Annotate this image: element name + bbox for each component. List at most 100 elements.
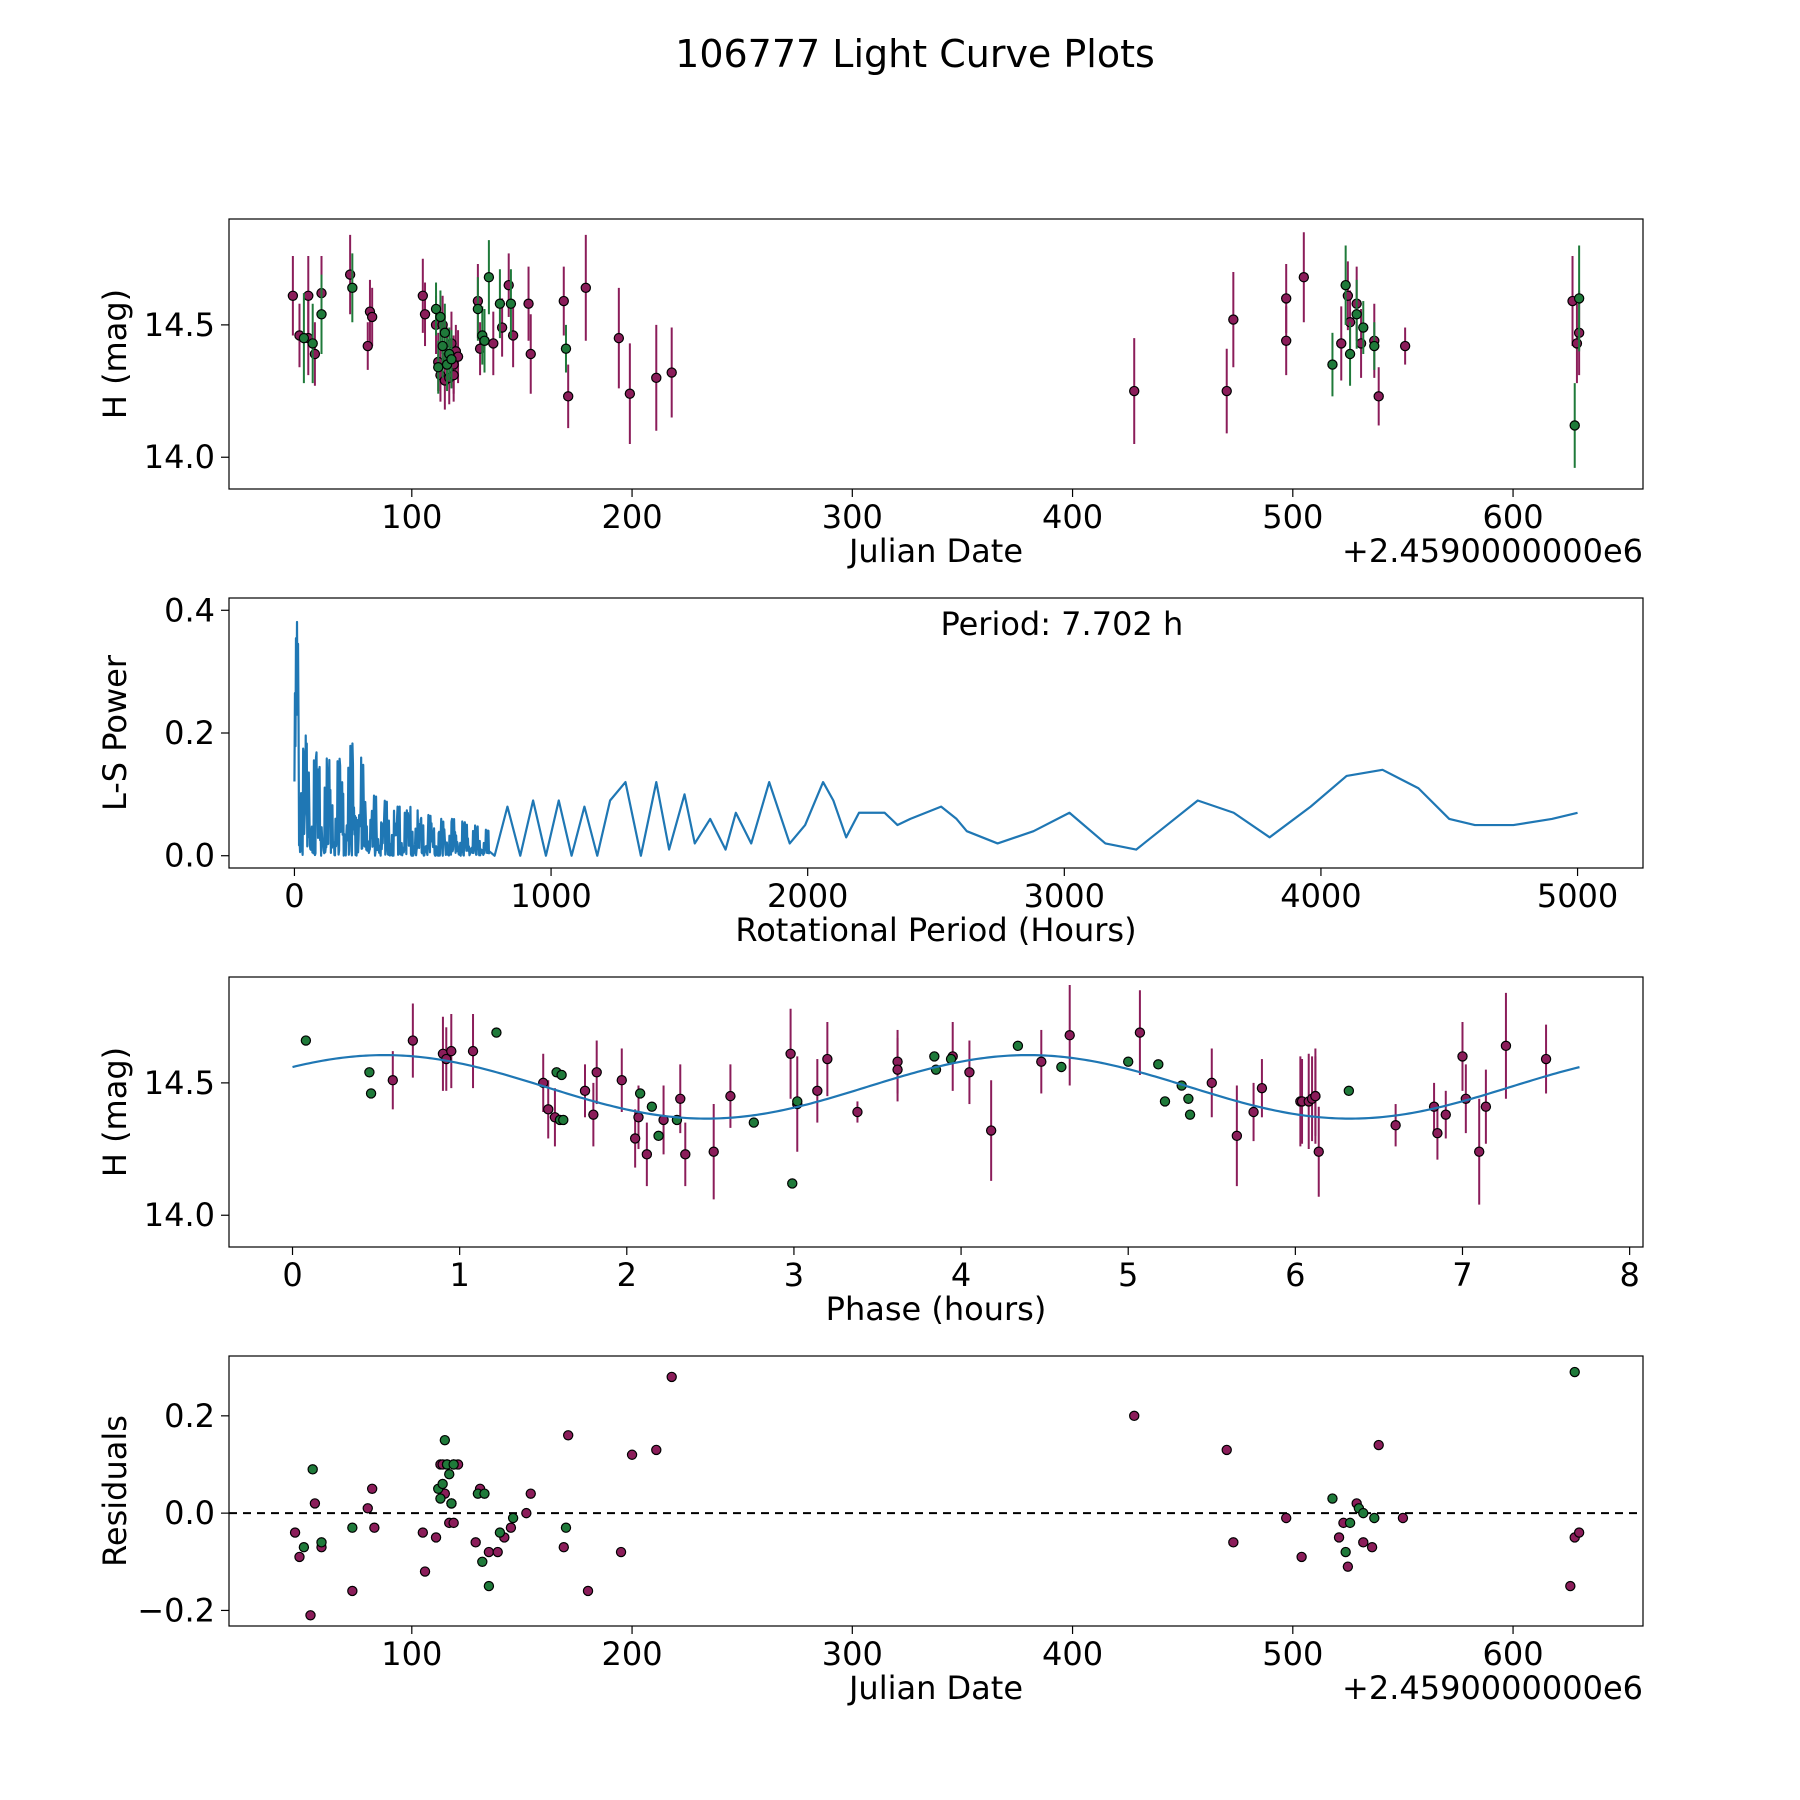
green-data-point	[1344, 348, 1356, 360]
green-data-point	[646, 1101, 658, 1112]
green-data-point	[507, 1512, 519, 1524]
purple-data-point	[362, 1503, 373, 1514]
purple-data-point	[369, 1522, 380, 1533]
green-data-point	[300, 1035, 312, 1046]
purple-data-point	[366, 311, 378, 323]
green-data-point	[446, 354, 457, 365]
green-data-point	[1184, 1109, 1196, 1120]
purple-data-point	[1432, 1127, 1443, 1139]
periodogram-power-line	[293, 620, 1578, 857]
purple-data-point	[651, 1444, 662, 1456]
y-tick-label: 14.0	[144, 1196, 215, 1234]
green-data-point	[634, 1088, 646, 1099]
purple-data-point	[1280, 335, 1292, 346]
purple-data-point	[1373, 391, 1384, 402]
purple-data-point	[1480, 1101, 1492, 1112]
purple-data-point	[629, 1133, 641, 1144]
purple-data-point	[1310, 1090, 1321, 1102]
purple-data-point	[641, 1149, 653, 1160]
purple-data-point	[496, 322, 508, 333]
purple-data-point	[1134, 1027, 1146, 1038]
purple-data-point	[287, 290, 299, 301]
purple-data-point	[387, 1075, 398, 1086]
purple-data-point	[1036, 1056, 1047, 1067]
green-data-point	[298, 1541, 310, 1553]
y-axis-label: L-S Power	[96, 654, 134, 811]
purple-data-point	[1390, 1120, 1401, 1131]
x-tick-label: 300	[822, 1635, 883, 1673]
purple-data-point	[1342, 290, 1354, 301]
purple-data-point	[558, 295, 569, 307]
x-axis-label: Rotational Period (Hours)	[735, 911, 1136, 949]
purple-data-point	[1565, 1580, 1576, 1592]
green-data-point	[316, 309, 327, 320]
x-tick-label: 7	[1452, 1256, 1472, 1294]
period-annotation: Period: 7.702 h	[940, 605, 1183, 643]
x-tick-label: 300	[822, 498, 883, 536]
purple-data-point	[613, 332, 625, 344]
purple-data-point	[309, 348, 321, 360]
green-data-point	[1056, 1061, 1067, 1073]
x-tick-label: 2	[617, 1256, 637, 1294]
purple-data-point	[1231, 1130, 1243, 1142]
purple-data-point	[1296, 1551, 1307, 1563]
purple-data-point	[626, 1449, 638, 1460]
phase-folded-panel: 0 1 2 3 4 5 6 7 8 14.0 14.5 Phase (hours) H (mag)	[96, 976, 1644, 1328]
green-data-point	[1159, 1096, 1171, 1107]
x-axis-label: Phase (hours)	[826, 1290, 1047, 1328]
green-data-point	[1369, 340, 1380, 352]
purple-data-point	[591, 1067, 602, 1078]
x-tick-label: 6	[1285, 1256, 1305, 1294]
green-data-point	[483, 1580, 495, 1592]
x-tick-label: 1000	[510, 877, 591, 915]
purple-data-point	[1280, 1512, 1292, 1524]
purple-data-point	[1373, 1439, 1384, 1451]
purple-data-point	[1440, 1109, 1451, 1120]
purple-data-point	[289, 1527, 301, 1538]
purple-data-point	[1129, 1410, 1140, 1422]
purple-data-point	[666, 367, 677, 378]
purple-data-point	[1540, 1053, 1552, 1065]
plot-frame	[228, 1355, 1644, 1627]
purple-data-point	[419, 1566, 431, 1577]
purple-data-point	[1064, 1030, 1075, 1041]
green-data-point	[437, 1478, 448, 1490]
green-data-point	[1358, 322, 1369, 333]
x-tick-label: 8	[1619, 1256, 1639, 1294]
purple-data-point	[1228, 1537, 1239, 1548]
x-tick-label: 0	[284, 877, 304, 915]
purple-data-point	[580, 282, 592, 294]
purple-data-point	[680, 1149, 691, 1160]
purple-data-point	[366, 1483, 378, 1495]
purple-data-point	[523, 298, 534, 309]
purple-data-point	[582, 1585, 594, 1597]
purple-data-point	[407, 1035, 419, 1046]
y-axis-label: Residuals	[96, 1415, 134, 1567]
x-tick-label: 200	[602, 1635, 663, 1673]
purple-data-point	[1399, 340, 1411, 352]
purple-data-point	[419, 309, 431, 320]
purple-data-point	[615, 1546, 627, 1558]
periodogram-panel: Period: 7.702 h 0 1000 2000 3000 4000 5000 0.0 0…	[96, 591, 1644, 949]
y-tick-label: 0.0	[164, 1494, 215, 1532]
green-data-point	[787, 1178, 798, 1189]
purple-data-point	[503, 279, 514, 291]
green-data-point	[1351, 309, 1362, 320]
green-data-point	[556, 1069, 567, 1081]
green-data-point	[1327, 1493, 1338, 1504]
green-data-point	[1569, 420, 1580, 431]
purple-data-point	[505, 1522, 517, 1533]
green-data-point	[316, 1537, 327, 1548]
purple-data-point	[562, 1430, 574, 1441]
purple-data-point	[525, 348, 536, 360]
purple-data-point	[892, 1064, 903, 1075]
purple-data-point	[1313, 1146, 1324, 1157]
green-data-point	[1123, 1056, 1134, 1067]
purple-data-point	[347, 1585, 358, 1597]
green-data-point	[560, 343, 572, 354]
green-data-point	[433, 362, 444, 373]
purple-data-point	[633, 1112, 644, 1123]
green-data-point	[494, 298, 506, 309]
purple-data-point	[1500, 1040, 1512, 1052]
